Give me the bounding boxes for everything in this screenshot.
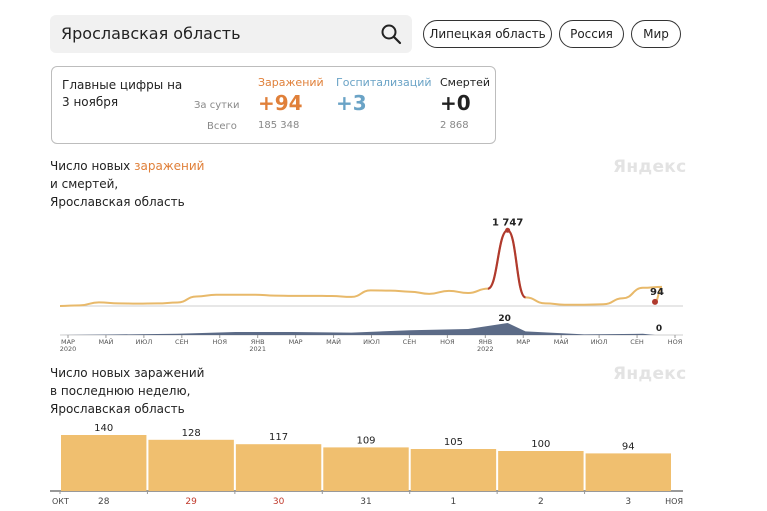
x-tick-label: НОЯ — [440, 338, 455, 346]
x-tick-label: НОЯ — [212, 338, 227, 346]
day-label: 28 — [98, 497, 110, 507]
infections-line — [59, 229, 663, 307]
day-bar — [498, 451, 584, 491]
deaths-today: +0 — [440, 91, 471, 115]
infections-today: +94 — [258, 91, 303, 115]
day-label: 1 — [451, 497, 457, 507]
search-input[interactable]: Ярославская область — [61, 24, 241, 43]
x-tick-label: СЕН — [630, 338, 644, 346]
region-pill-lipetsk[interactable]: Липецкая область — [423, 20, 552, 48]
x-tick-label: НОЯ — [668, 338, 683, 346]
deaths-peak-label: 20 — [498, 314, 511, 324]
day-bar — [235, 444, 322, 491]
x-tick-label: ИЮЛ — [135, 338, 152, 346]
x-tick-label: МАР — [289, 338, 303, 346]
chart2-title-line2: в последнюю неделю, — [50, 384, 191, 398]
chart1-title-line3: Ярославская область — [50, 195, 185, 209]
weekly-infections-chart: 140 28 128 29 117 30 109 31 105 1 100 2 94 3 ОКТ НОЯ — [50, 423, 683, 507]
deaths-total: 2 868 — [440, 120, 469, 131]
x-tick-year: 2020 — [60, 345, 77, 353]
day-bar — [61, 435, 147, 491]
infections-total: 185 348 — [258, 120, 300, 131]
region-pill-russia[interactable]: Россия — [559, 20, 624, 48]
chart2-title-line1: Число новых заражений — [50, 366, 205, 380]
total-label: Всего — [207, 121, 237, 132]
hospitalizations-label: Госпитализаций — [336, 76, 432, 89]
peak-value-label: 1 747 — [492, 217, 523, 228]
yandex-watermark: Яндекс — [613, 157, 687, 177]
x-tick-label: СЕН — [175, 338, 189, 346]
x-tick-label: ИЮЛ — [363, 338, 380, 346]
peak-marker — [505, 227, 511, 233]
bar-value-label: 140 — [94, 423, 113, 434]
chart1-title: Число новых заражений и смертей, Ярослав… — [50, 157, 204, 211]
x-tick-label: МАЙ — [98, 337, 113, 346]
region-pill-world[interactable]: Мир — [631, 20, 681, 48]
summary-card: Главные цифры на 3 ноября За сутки Всего… — [51, 66, 496, 144]
summary-title-date: 3 ноября — [62, 95, 119, 109]
month-start-label: ОКТ — [52, 497, 69, 506]
chart2-title-line3: Ярославская область — [50, 402, 185, 416]
chart1-title-line2: и смертей, — [50, 177, 119, 191]
bar-value-label: 109 — [356, 435, 375, 446]
day-label: 31 — [360, 497, 371, 507]
latest-infections-label: 94 — [650, 287, 664, 298]
per-day-label: За сутки — [194, 100, 240, 111]
summary-title: Главные цифры на 3 ноября — [62, 77, 192, 111]
deaths-label: Смертей — [440, 76, 491, 89]
x-tick-label: МАЙ — [554, 337, 569, 346]
search-box[interactable]: Ярославская область — [50, 15, 412, 53]
x-tick-label: ЯНВ — [251, 338, 265, 346]
x-tick-year: 2022 — [477, 345, 494, 353]
chart2-title: Число новых заражений в последнюю неделю… — [50, 364, 204, 418]
deaths-area — [60, 323, 655, 335]
x-tick-year: 2021 — [249, 345, 266, 353]
bar-value-label: 128 — [182, 428, 201, 439]
bar-value-label: 100 — [531, 439, 550, 450]
day-bar — [585, 453, 671, 491]
bar-value-label: 117 — [269, 432, 288, 443]
summary-title-line1: Главные цифры на — [62, 78, 183, 92]
latest-infections-marker — [652, 298, 658, 305]
x-tick-label: МАР — [61, 338, 75, 346]
day-bar — [148, 439, 234, 491]
x-tick-label: МАР — [516, 338, 530, 346]
chart1-title-accent: заражений — [134, 159, 205, 173]
bar-value-label: 105 — [444, 437, 463, 448]
bar-value-label: 94 — [622, 441, 635, 452]
x-tick-label: СЕН — [403, 338, 417, 346]
infections-label: Заражений — [258, 76, 324, 89]
latest-deaths-label: 0 — [656, 324, 662, 334]
day-label: 2 — [538, 497, 544, 507]
search-icon[interactable] — [380, 23, 402, 45]
hospitalizations-today: +3 — [336, 91, 367, 115]
x-tick-label: ЯНВ — [478, 338, 492, 346]
yandex-watermark-2: Яндекс — [613, 364, 687, 384]
day-label: 3 — [625, 497, 631, 507]
chart1-title-prefix: Число новых — [50, 159, 135, 173]
x-tick-label: МАЙ — [326, 337, 341, 346]
month-end-label: НОЯ — [665, 497, 683, 506]
day-bar — [323, 447, 409, 491]
infections-peak-segment — [487, 229, 527, 299]
day-bar — [410, 449, 497, 491]
day-label: 30 — [273, 497, 285, 507]
x-tick-label: ИЮЛ — [591, 338, 608, 346]
day-label: 29 — [185, 497, 197, 507]
